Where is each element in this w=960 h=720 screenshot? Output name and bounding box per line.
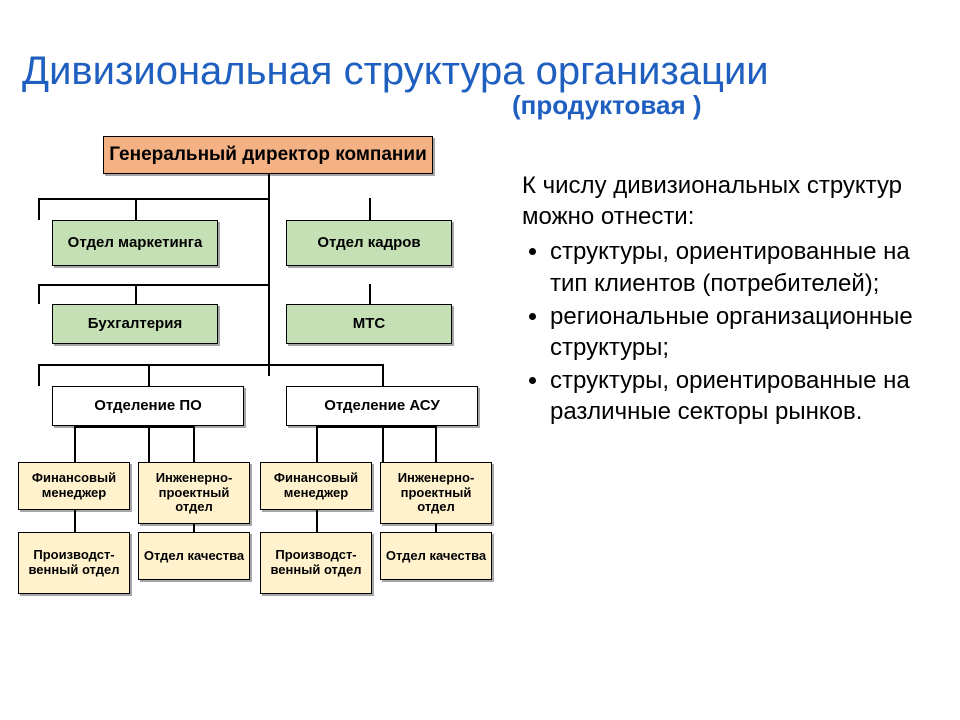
connector	[268, 174, 270, 376]
list-item: структуры, ориентированные на тип клиент…	[550, 236, 942, 298]
org-chart: Генеральный директор компании Отдел марке…	[18, 136, 508, 676]
list-item: региональные организационные структуры;	[550, 301, 942, 363]
slide-subtitle: (продуктовая )	[512, 90, 702, 121]
connector	[148, 426, 150, 462]
description-list: структуры, ориентированные на тип клиент…	[522, 236, 942, 427]
connector	[38, 198, 269, 200]
connector	[38, 364, 40, 386]
connector	[369, 284, 371, 304]
connector	[74, 426, 194, 428]
list-item: структуры, ориентированные на различные …	[550, 365, 942, 427]
slide-title: Дивизиональная структура организации	[22, 49, 769, 94]
org-node-mtc: МТС	[286, 304, 452, 344]
connector	[38, 198, 40, 220]
org-node-asu_qa: Отдел качества	[380, 532, 492, 580]
org-node-marketing: Отдел маркетинга	[52, 220, 218, 266]
org-node-asu_eng: Инженерно-проектный отдел	[380, 462, 492, 524]
connector	[369, 198, 371, 220]
org-node-po_qa: Отдел качества	[138, 532, 250, 580]
connector	[382, 364, 384, 386]
org-node-po_prod: Производст-венный отдел	[18, 532, 130, 594]
connector	[38, 284, 40, 304]
org-node-asu_fin: Финансовый менеджер	[260, 462, 372, 510]
org-node-po_fin: Финансовый менеджер	[18, 462, 130, 510]
connector	[38, 284, 269, 286]
connector	[135, 284, 137, 304]
org-node-accounting: Бухгалтерия	[52, 304, 218, 344]
description-block: К числу дивизиональных структур можно от…	[522, 170, 942, 430]
connector	[148, 364, 150, 386]
org-node-po_eng: Инженерно-проектный отдел	[138, 462, 250, 524]
org-node-divpo: Отделение ПО	[52, 386, 244, 426]
org-node-asu_prod: Производст-венный отдел	[260, 532, 372, 594]
org-node-divasu: Отделение АСУ	[286, 386, 478, 426]
connector	[135, 198, 137, 220]
org-node-hr: Отдел кадров	[286, 220, 452, 266]
connector	[316, 426, 436, 428]
description-lead: К числу дивизиональных структур можно от…	[522, 170, 942, 232]
org-node-root: Генеральный директор компании	[103, 136, 433, 174]
connector	[38, 364, 383, 366]
connector	[382, 426, 384, 462]
